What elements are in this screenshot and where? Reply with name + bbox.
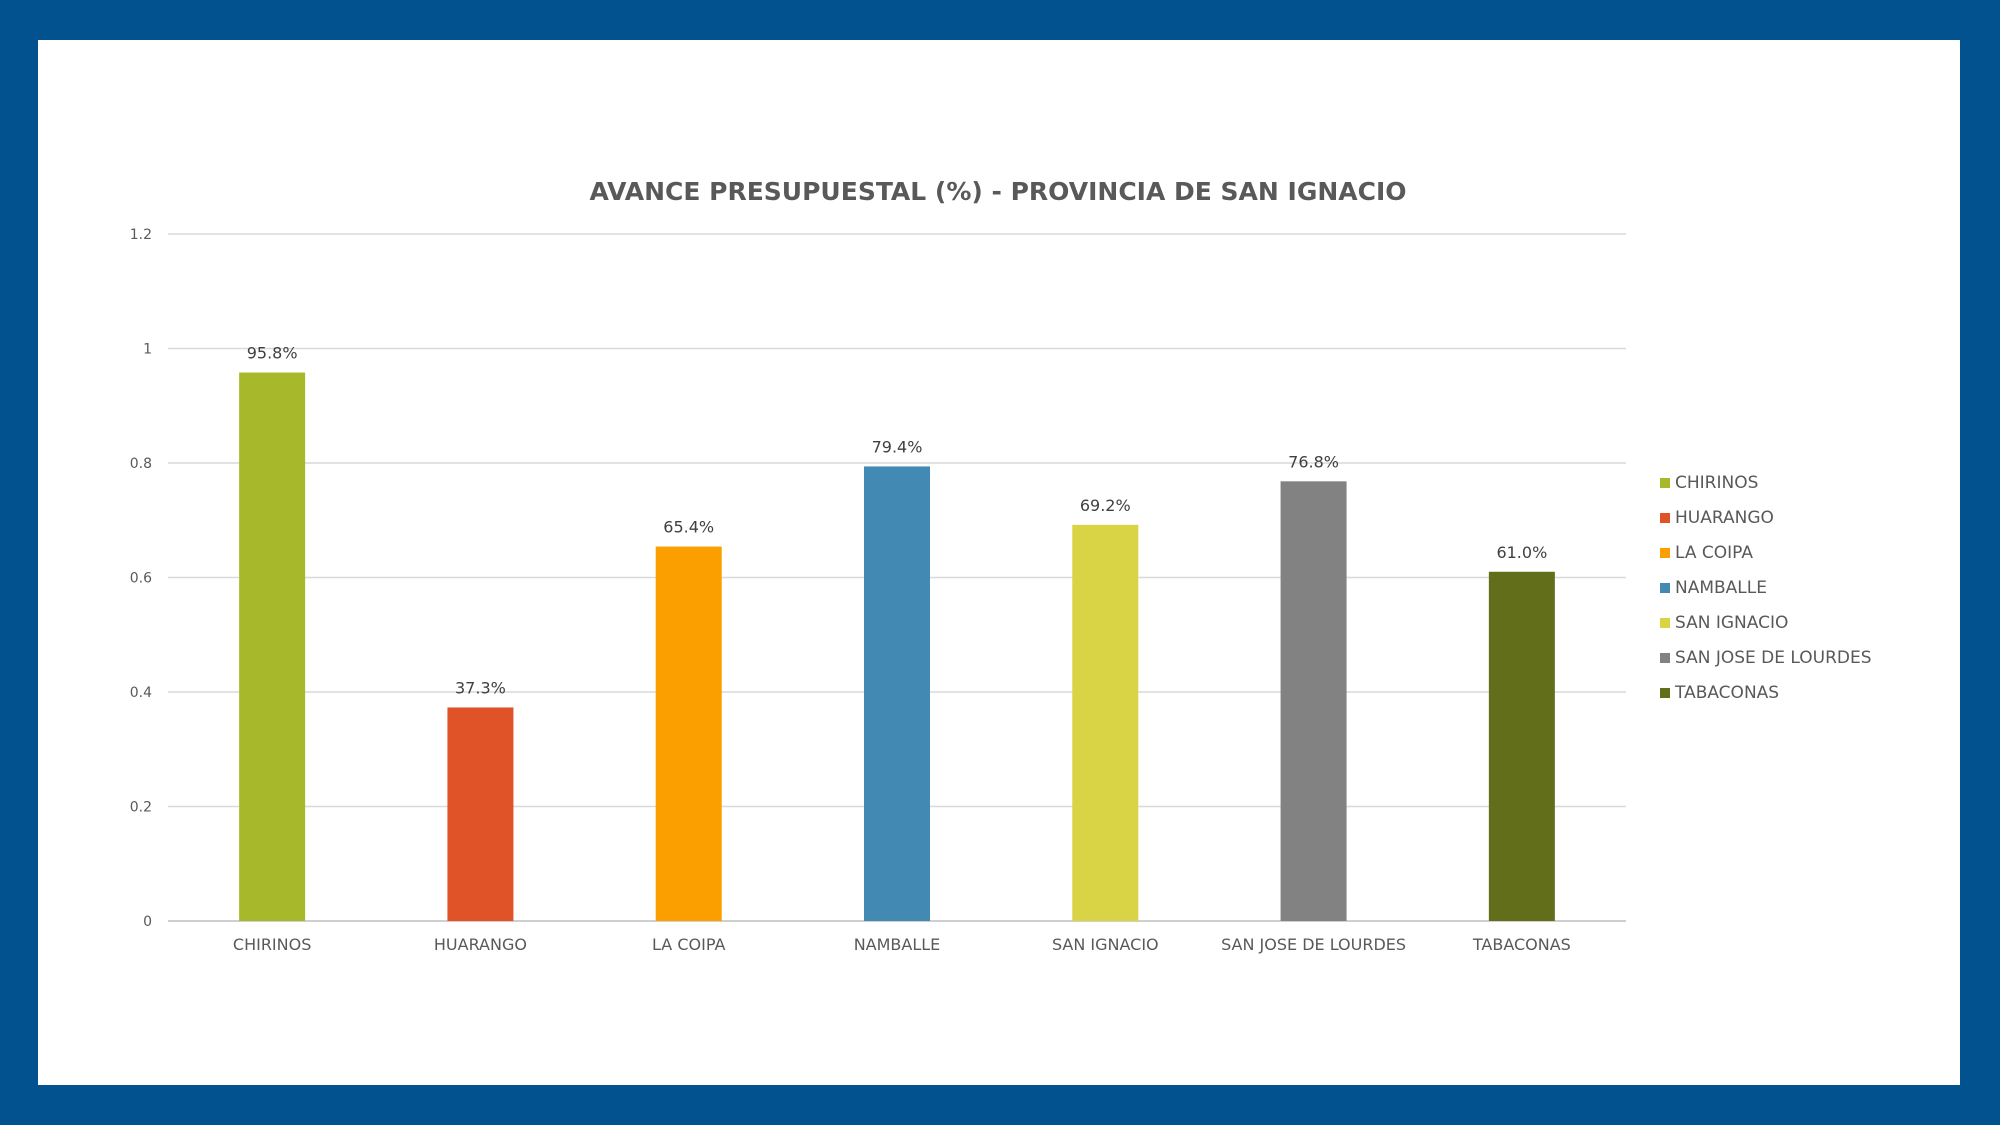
chart-title: AVANCE PRESUPUESTAL (%) - PROVINCIA DE S… — [589, 177, 1406, 206]
y-tick-label: 0 — [143, 914, 152, 930]
legend: CHIRINOS HUARANGO LA COIPA NAMBALLE SAN IGNA… — [1660, 473, 1872, 703]
data-label: 79.4% — [872, 437, 923, 456]
x-tick-label: LA COIPA — [652, 935, 725, 954]
y-tick-label: 0.4 — [130, 685, 152, 701]
legend-item: LA COIPA — [1675, 543, 1753, 563]
x-tick-label: SAN IGNACIO — [1052, 935, 1159, 954]
bar-tabaconas — [1488, 571, 1555, 921]
x-tick-label: HUARANGO — [434, 935, 527, 954]
legend-swatch — [1660, 653, 1670, 663]
legend-swatch — [1660, 618, 1670, 628]
data-label: 76.8% — [1288, 452, 1339, 471]
data-label: 65.4% — [663, 518, 714, 537]
legend-item: SAN JOSE DE LOURDES — [1675, 648, 1872, 668]
legend-swatch — [1660, 513, 1670, 523]
y-tick-label: 0.2 — [130, 800, 152, 816]
y-tick-label: 1.2 — [130, 227, 152, 243]
legend-item: CHIRINOS — [1675, 473, 1758, 493]
x-tick-label: NAMBALLE — [854, 935, 941, 954]
legend-item: TABACONAS — [1674, 683, 1779, 703]
data-label: 61.0% — [1496, 543, 1547, 562]
bar-huarango — [447, 707, 514, 921]
x-tick-label: CHIRINOS — [233, 935, 311, 954]
y-tick-label: 1 — [143, 342, 152, 358]
x-tick-label: SAN JOSE DE LOURDES — [1221, 935, 1406, 954]
legend-item: HUARANGO — [1675, 508, 1774, 528]
legend-swatch — [1660, 583, 1670, 593]
legend-swatch — [1660, 478, 1670, 488]
data-label: 69.2% — [1080, 496, 1131, 515]
data-label: 37.3% — [455, 678, 506, 697]
legend-swatch — [1660, 688, 1670, 698]
x-tick-label: TABACONAS — [1472, 935, 1571, 954]
bar-chirinos — [239, 372, 306, 921]
legend-item: NAMBALLE — [1675, 578, 1767, 598]
chart-panel — [38, 40, 1960, 1085]
legend-item: SAN IGNACIO — [1675, 613, 1788, 633]
y-tick-label: 0.6 — [130, 571, 152, 587]
y-tick-label: 0.8 — [130, 456, 152, 472]
legend-swatch — [1660, 548, 1670, 558]
data-label: 95.8% — [247, 344, 298, 363]
bar-la-coipa — [655, 546, 722, 921]
bar-san-jose-de-lourdes — [1280, 481, 1347, 921]
bar-namballe — [864, 466, 930, 921]
bar-san-ignacio — [1072, 524, 1139, 921]
